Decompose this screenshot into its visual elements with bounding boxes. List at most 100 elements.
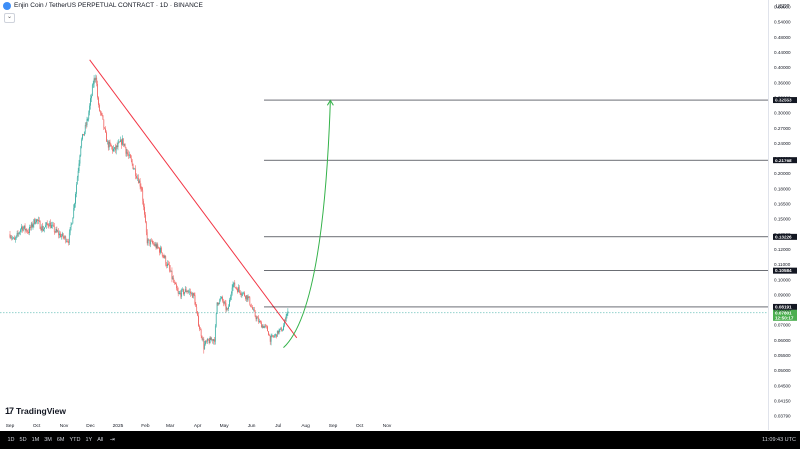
level-price-text: 0.10584 [775, 268, 792, 273]
candle-body [160, 247, 161, 253]
candle-body [124, 144, 126, 148]
candle-body [106, 132, 107, 142]
candle-body [83, 134, 84, 136]
candle-body [241, 294, 243, 296]
utc-clock[interactable]: 11:09:43 UTC [762, 437, 796, 443]
x-tick-label: Aug [301, 423, 310, 429]
currency-label[interactable]: USDT [776, 4, 790, 10]
go-to-date-icon[interactable]: ⇥ [109, 437, 115, 443]
level-price-badge [773, 157, 797, 164]
candle-body [177, 290, 179, 294]
symbol-title[interactable]: Enjin Coin / TetherUS PERPETUAL CONTRACT… [14, 2, 203, 9]
candle-body [139, 180, 141, 187]
y-tick-label: 0.36000 [774, 80, 791, 85]
candle-body [222, 300, 224, 304]
candle-body [211, 339, 213, 340]
candle-body [118, 141, 120, 143]
candle-body [37, 219, 38, 221]
tradingview-logo[interactable]: 17 TradingView [5, 406, 66, 416]
candle-body [287, 311, 289, 314]
candle-body [276, 334, 277, 337]
candle-body [182, 289, 183, 290]
timeframe-1m-button[interactable]: 1M [31, 437, 40, 443]
candle-body [272, 335, 274, 337]
candle-body [260, 321, 261, 323]
y-tick-label: 0.03790 [774, 414, 791, 419]
candle-body [137, 177, 138, 179]
timeframe-5d-button[interactable]: 5D [19, 437, 27, 443]
timeframe-ytd-button[interactable]: YTD [69, 437, 81, 443]
tradingview-logo-icon: 17 [5, 406, 14, 416]
candle-body [173, 278, 175, 283]
projection-arrow-layer [283, 99, 334, 349]
candle-body [222, 296, 223, 301]
candle-body [267, 326, 268, 332]
projection-arrowhead [326, 99, 334, 106]
candle-body [170, 270, 172, 272]
candle-body [120, 139, 121, 142]
candle-body [55, 229, 57, 232]
candle-body [200, 330, 202, 337]
timeframe-all-button[interactable]: All [97, 437, 104, 443]
level-price-text: 0.13226 [775, 234, 792, 239]
candle-body [43, 229, 44, 231]
candle-body [208, 340, 210, 344]
price-axis[interactable]: 0.60000 0.54000 0.48000 0.44000 0.40000 0.360… [774, 5, 791, 419]
x-tick-label: Sep [329, 423, 338, 429]
candle-body [149, 239, 151, 245]
candle-body [218, 303, 220, 305]
candle-body [162, 255, 164, 256]
y-tick-label: 0.18000 [774, 186, 791, 191]
candle-body [163, 255, 165, 258]
candle-body [86, 119, 88, 126]
candle-body [216, 302, 218, 314]
y-tick-label: 0.40000 [774, 65, 791, 70]
candle-body [189, 291, 191, 293]
y-tick-label: 0.09000 [774, 292, 791, 297]
candle-body [71, 223, 73, 225]
time-axis[interactable]: Sep Oct Nov Dec 2025 Feb Mar Apr May Jun Jul Aug Sep… [6, 423, 392, 429]
candle-body [63, 237, 65, 239]
candle-body [248, 296, 250, 298]
candle-body [26, 229, 28, 232]
timeframe-6m-button[interactable]: 6M [56, 437, 65, 443]
timeframe-1y-button[interactable]: 1Y [85, 437, 93, 443]
candle-body [102, 115, 104, 120]
candle-body [243, 292, 244, 294]
candle-body [69, 227, 71, 233]
candle-body [178, 293, 180, 294]
timeframe-1d-button[interactable]: 1D [7, 437, 15, 443]
price-chart[interactable]: 0.32553 0.21768 0.13226 0.10584 0.081910.078… [0, 0, 800, 431]
candle-body [285, 315, 287, 321]
candle-body [262, 325, 264, 328]
candle-body [59, 233, 60, 236]
candle-body [125, 147, 127, 154]
candle-body [100, 112, 102, 114]
candle-body [133, 169, 135, 170]
trendline-layer [89, 59, 298, 339]
candle-body [284, 319, 286, 321]
x-tick-label: Nov [60, 423, 69, 429]
candle-body [176, 288, 178, 291]
candle-body [75, 193, 76, 204]
candle-body [187, 291, 189, 293]
candle-body [24, 225, 26, 231]
candle-body [14, 237, 15, 240]
candle-body [214, 325, 216, 342]
x-tick-label: Oct [356, 423, 364, 429]
x-tick-label: Sep [6, 423, 15, 429]
candle-body [38, 220, 40, 222]
candle-body [70, 224, 72, 228]
candle-body [236, 287, 237, 289]
candle-body [271, 335, 273, 337]
candle-body [16, 233, 18, 236]
candle-body [224, 302, 226, 304]
y-tick-label: 0.20000 [774, 171, 791, 176]
x-tick-label: Dec [86, 423, 95, 429]
candle-body [68, 241, 69, 243]
collapse-chevron-icon[interactable]: ⌄ [4, 13, 15, 23]
candle-body [82, 134, 83, 140]
candle-body [135, 168, 137, 177]
timeframe-3m-button[interactable]: 3M [44, 437, 52, 443]
candle-body [61, 233, 63, 236]
